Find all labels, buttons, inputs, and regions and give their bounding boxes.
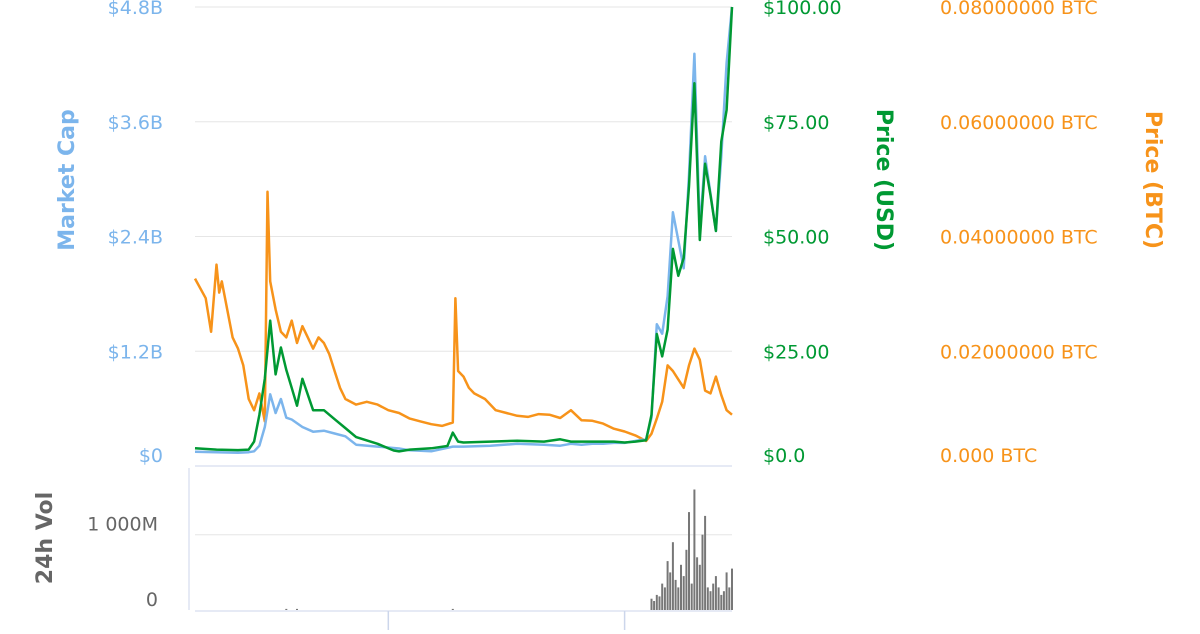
- volume-bar: [674, 579, 677, 610]
- volume-bar: [728, 587, 731, 610]
- price-usd-tick-label: $50.00: [763, 227, 829, 249]
- volume-bar: [725, 572, 728, 610]
- volume-bar: [285, 608, 288, 610]
- volume-bar: [669, 572, 672, 610]
- volume-bar: [671, 542, 674, 610]
- price-btc-tick-label: 0.06000000 BTC: [940, 112, 1098, 134]
- volume-bar: [653, 601, 656, 610]
- volume-bar: [731, 568, 733, 610]
- price-btc-series-line: [193, 190, 733, 443]
- volume-bar: [655, 594, 658, 610]
- price-btc-tick-label: 0.08000000 BTC: [940, 0, 1098, 19]
- volume-bar: [714, 576, 717, 610]
- price-usd-tick-label: $25.00: [763, 341, 829, 363]
- volume-bar: [693, 489, 696, 610]
- volume-bar: [722, 591, 725, 610]
- price-usd-tick-label: $0.0: [763, 445, 805, 467]
- market-cap-axis-title: Market Cap: [55, 109, 80, 250]
- volume-bar: [720, 594, 723, 610]
- price-btc-tick-label: 0.02000000 BTC: [940, 341, 1098, 363]
- volume-bar: [682, 576, 685, 610]
- price-series-plot: [193, 6, 734, 454]
- volume-bar: [696, 557, 699, 610]
- gridlines: [195, 6, 732, 536]
- market-cap-tick-label: $2.4B: [108, 227, 163, 249]
- price-btc-tick-label: 0.000 BTC: [940, 445, 1037, 467]
- price-usd-tick-label: $75.00: [763, 112, 829, 134]
- volume-bar: [717, 587, 720, 610]
- volume-axis-title: 24h Vol: [33, 492, 58, 584]
- volume-bar: [680, 564, 682, 610]
- axes: $0 $0.0 0.000 BTC $1.2B $25.00 0.02000000 BTC…: [87, 0, 1098, 630]
- volume-bar: [666, 561, 669, 610]
- volume-bar: [451, 608, 454, 610]
- volume-bar: [677, 587, 680, 610]
- price-btc-axis-title: Price (BTC): [1140, 111, 1165, 249]
- market-cap-tick-label: $4.8B: [108, 0, 163, 19]
- volume-bar: [658, 596, 661, 610]
- volume-bar: [685, 549, 688, 610]
- volume-bar: [688, 512, 690, 610]
- volume-bar: [704, 515, 707, 610]
- volume-bar: [650, 598, 653, 610]
- volume-bar: [663, 587, 666, 610]
- volume-bar: [712, 583, 715, 610]
- market-cap-tick-label: $3.6B: [108, 112, 163, 134]
- price-usd-axis-title: Price (USD): [871, 109, 896, 251]
- market-cap-tick-label: $1.2B: [108, 341, 163, 363]
- market-cap-tick-label: $0: [139, 445, 163, 467]
- volume-tick-label: 0: [146, 589, 158, 611]
- volume-bar: [690, 583, 693, 610]
- volume-bar: [661, 583, 664, 610]
- volume-bar: [698, 564, 701, 610]
- volume-tick-label: 1 000M: [87, 514, 158, 536]
- price-btc-tick-label: 0.04000000 BTC: [940, 227, 1098, 249]
- volume-bar: [701, 534, 704, 610]
- volume-bar: [296, 608, 298, 610]
- volume-bar: [709, 591, 712, 610]
- volume-plot: [285, 489, 733, 610]
- price-usd-tick-label: $100.00: [763, 0, 842, 19]
- volume-bar: [706, 587, 709, 610]
- market-cap-series-line: [194, 6, 734, 454]
- price-usd-series-line: [194, 6, 734, 453]
